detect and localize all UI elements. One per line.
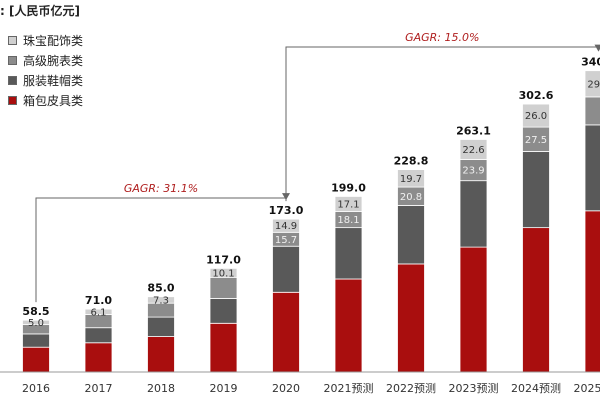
bar-total-label: 263.1 bbox=[456, 125, 491, 138]
x-tick-label: 2019 bbox=[210, 382, 238, 395]
bar-segment-apparel bbox=[584, 124, 600, 212]
bar-total-label: 58.5 bbox=[22, 305, 49, 318]
bar-segment-jewelry bbox=[272, 218, 300, 233]
legend-swatch-bags bbox=[8, 95, 17, 105]
bar-total-label: 228.8 bbox=[394, 155, 429, 168]
bar-total-label: 117.0 bbox=[206, 253, 241, 266]
segment-label-jewelry: 7.3 bbox=[153, 295, 169, 306]
segment-label-jewelry: 6.1 bbox=[91, 307, 107, 318]
bar-segment-bags bbox=[22, 346, 50, 373]
segment-label-jewelry: 22.6 bbox=[462, 145, 484, 156]
x-tick-label: 2025预测 bbox=[574, 382, 600, 395]
x-tick-label: 2024预测 bbox=[511, 382, 561, 395]
legend-item-apparel: 服装鞋帽类 bbox=[8, 70, 83, 90]
legend-label-jewelry: 珠宝配饰类 bbox=[23, 33, 84, 48]
bar-segment-jewelry bbox=[334, 196, 363, 212]
legend-item-watches: 高级腕表类 bbox=[8, 50, 83, 70]
bar-segment-apparel bbox=[522, 151, 550, 229]
bar-total-label: 302.6 bbox=[519, 89, 554, 102]
bar-total-label: 199.0 bbox=[331, 181, 366, 194]
bar-segment-jewelry bbox=[522, 103, 550, 128]
bar-segment-apparel bbox=[397, 205, 425, 265]
segment-label-jewelry: 10.1 bbox=[212, 268, 234, 279]
x-tick-label: 2016 bbox=[22, 382, 50, 395]
bar-total-label: 340.2 bbox=[581, 56, 600, 69]
legend-swatch-watches bbox=[8, 55, 17, 65]
legend-label-watches: 高级腕表类 bbox=[23, 53, 84, 68]
segment-label-jewelry: 29.6 bbox=[587, 79, 600, 90]
legend-item-bags: 箱包皮具类 bbox=[8, 90, 83, 110]
x-tick-label: 2021预测 bbox=[324, 382, 374, 395]
bar-segment-bags bbox=[397, 263, 425, 373]
segment-label-watches: 20.8 bbox=[400, 192, 422, 203]
legend-item-jewelry: 珠宝配饰类 bbox=[8, 30, 83, 50]
bar-segment-bags bbox=[272, 291, 300, 373]
legend-swatch-jewelry bbox=[8, 35, 17, 45]
bar-segment-apparel bbox=[22, 333, 50, 348]
bar-segment-bags bbox=[209, 322, 238, 373]
bar-segment-apparel bbox=[334, 227, 363, 280]
bar-segment-jewelry bbox=[397, 169, 425, 188]
bar-segment-watches bbox=[522, 126, 550, 152]
unit-label: : [人民币亿元] bbox=[0, 4, 80, 18]
bar-segment-bags bbox=[584, 210, 600, 373]
segment-label-jewelry: 14.9 bbox=[275, 221, 297, 232]
bar-segment-apparel bbox=[272, 245, 300, 293]
bar-segment-jewelry bbox=[147, 296, 175, 304]
segment-label-watches: 18.1 bbox=[337, 215, 359, 226]
x-tick-label: 2022预测 bbox=[386, 382, 436, 395]
bar-segment-jewelry bbox=[209, 267, 238, 278]
bar-segment-apparel bbox=[209, 298, 238, 324]
legend-swatch-apparel bbox=[8, 75, 17, 85]
bar-segment-bags bbox=[147, 336, 175, 373]
bar-total-label: 173.0 bbox=[269, 204, 304, 217]
bar-segment-bags bbox=[334, 278, 363, 373]
bar-segment-apparel bbox=[84, 327, 113, 344]
cagr-arrow-head bbox=[594, 44, 600, 52]
bar-segment-watches bbox=[209, 276, 238, 299]
bar-segment-watches bbox=[584, 96, 600, 126]
bar-segment-jewelry bbox=[22, 319, 50, 326]
legend-label-apparel: 服装鞋帽类 bbox=[23, 73, 84, 88]
legend-label-bags: 箱包皮具类 bbox=[23, 93, 84, 108]
bar-segment-bags bbox=[522, 227, 550, 373]
segment-label-watches: 27.5 bbox=[525, 135, 547, 146]
segment-label-jewelry: 19.7 bbox=[400, 174, 422, 185]
bar-segment-apparel bbox=[147, 316, 175, 337]
segment-label-jewelry: 17.1 bbox=[337, 200, 359, 211]
x-tick-label: 2020 bbox=[272, 382, 300, 395]
segment-label-jewelry: 5.0 bbox=[28, 318, 44, 329]
cagr-connector-line bbox=[285, 46, 599, 202]
bar-total-label: 71.0 bbox=[85, 294, 112, 307]
bar-segment-jewelry bbox=[584, 70, 600, 98]
bar-segment-bags bbox=[459, 246, 488, 373]
bar-total-label: 85.0 bbox=[147, 282, 174, 295]
segment-label-watches: 23.9 bbox=[462, 166, 484, 177]
x-tick-label: 2018 bbox=[147, 382, 175, 395]
bar-segment-jewelry bbox=[84, 308, 113, 315]
cagr-label: GAGR: 31.1% bbox=[124, 182, 198, 195]
bar-segment-apparel bbox=[459, 180, 488, 248]
bar-segment-bags bbox=[84, 342, 113, 373]
x-tick-label: 2017 bbox=[85, 382, 113, 395]
chart-legend: 珠宝配饰类 高级腕表类 服装鞋帽类 箱包皮具类 bbox=[8, 30, 83, 110]
cagr-label: GAGR: 15.0% bbox=[405, 31, 479, 44]
bar-segment-jewelry bbox=[459, 139, 488, 160]
x-tick-label: 2023预测 bbox=[449, 382, 499, 395]
segment-label-jewelry: 26.0 bbox=[525, 111, 547, 122]
segment-label-watches: 15.7 bbox=[275, 235, 297, 246]
